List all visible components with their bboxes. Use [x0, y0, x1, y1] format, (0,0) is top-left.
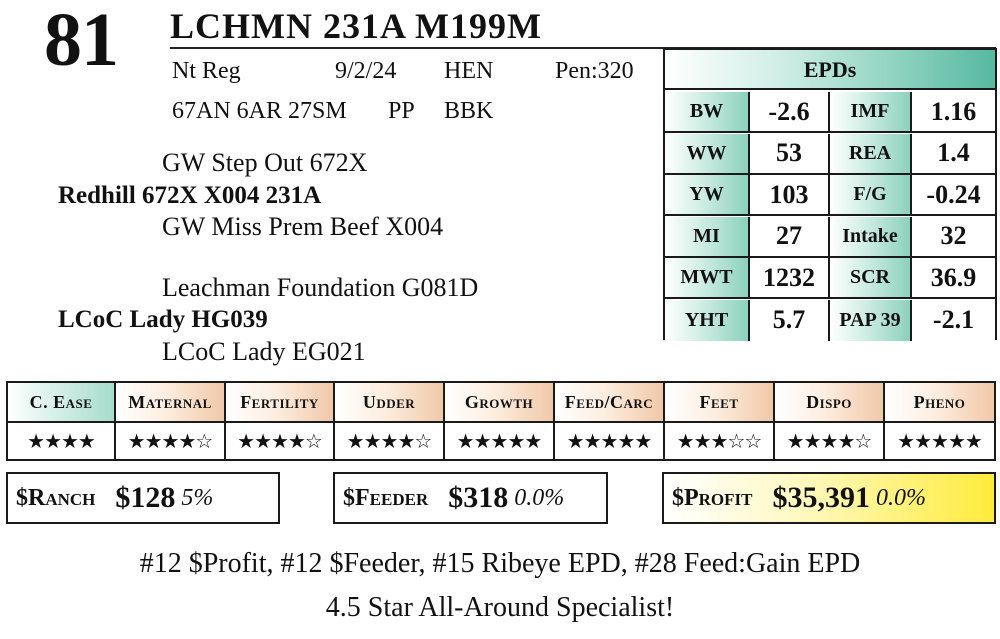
registration-status: Nt Reg — [172, 58, 241, 84]
rating-column: Feet ★★★☆☆ — [665, 383, 775, 459]
rating-stars: ★★★★★ — [566, 429, 653, 453]
rankings-summary: #12 $Profit, #12 $Feeder, #15 Ribeye EPD… — [139, 548, 861, 579]
rating-column: Fertility ★★★★☆ — [226, 383, 335, 459]
rating-column: Feed/Carc ★★★★★ — [555, 383, 665, 459]
rating-stars: ★★★★☆ — [346, 429, 433, 453]
epd-trait-value: 27 — [750, 216, 830, 256]
rating-column: Dispo ★★★★☆ — [775, 383, 885, 459]
birth-date: 9/2/24 — [335, 58, 397, 84]
rating-label: Feed/Carc — [555, 383, 663, 423]
feeder-index-percentile: 0.0% — [514, 484, 565, 511]
specialist-tagline: 4.5 Star All-Around Specialist! — [325, 592, 675, 623]
trait-ratings: C. Ease ★★★★ Maternal ★★★★☆ Fertility ★★★★☆ Ud… — [6, 381, 996, 461]
breed-composition: 67AN 6AR 27SM — [172, 98, 347, 124]
rating-label: Feet — [665, 383, 773, 423]
pen-number: Pen:320 — [555, 58, 634, 84]
epd-trait-value: 1232 — [750, 258, 830, 297]
epd-trait-value: 32 — [912, 216, 995, 256]
epd-trait-value: -0.24 — [912, 175, 995, 214]
epd-row: MI 27 Intake 32 — [665, 216, 995, 258]
rating-stars: ★★★★★ — [456, 429, 543, 453]
pedigree-dam-dam: LCoC Lady EG021 — [162, 337, 366, 366]
rating-label: Udder — [335, 383, 443, 423]
feeder-index-label: $Feeder — [343, 484, 429, 511]
ranch-index-percentile: 5% — [181, 484, 214, 511]
breed-code: HEN — [444, 58, 494, 84]
feeder-index-value: $318 — [448, 481, 509, 514]
epd-trait-label: MI — [665, 216, 750, 256]
rating-stars: ★★★☆☆ — [676, 429, 763, 453]
epd-trait-label: MWT — [665, 258, 750, 297]
rating-label: Dispo — [775, 383, 883, 423]
rating-stars: ★★★★☆ — [786, 429, 873, 453]
ranch-index-box: $Ranch $128 5% — [6, 472, 280, 524]
feeder-index-box: $Feeder $318 0.0% — [333, 472, 608, 524]
epd-trait-value: 1.16 — [912, 92, 995, 131]
epd-row: YW 103 F/G -0.24 — [665, 175, 995, 216]
rating-column: Growth ★★★★★ — [445, 383, 555, 459]
profit-index-percentile: 0.0% — [876, 484, 926, 511]
rating-column: Pheno ★★★★★ — [885, 383, 994, 459]
rating-stars: ★★★★ — [27, 429, 96, 453]
pedigree-sire: Redhill 672X X004 231A — [58, 182, 322, 209]
epd-row: WW 53 REA 1.4 — [665, 133, 995, 175]
animal-name: LCHMN 231A M199M — [170, 6, 542, 46]
epd-table-title: EPDs — [665, 50, 995, 90]
rating-label: C. Ease — [8, 383, 114, 423]
epd-trait-value: 5.7 — [750, 299, 830, 341]
epd-trait-label: Intake — [830, 216, 912, 256]
rating-stars: ★★★★★ — [897, 429, 983, 453]
profit-index-label: $Profit — [672, 484, 753, 511]
rating-stars: ★★★★☆ — [127, 429, 214, 453]
pedigree-dam: LCoC Lady HG039 — [58, 306, 268, 333]
pedigree-dam-sire: Leachman Foundation G081D — [162, 273, 479, 302]
rating-column: Udder ★★★★☆ — [335, 383, 445, 459]
ranch-index-label: $Ranch — [16, 484, 96, 511]
epd-trait-value: -2.1 — [912, 299, 995, 341]
epd-trait-label: REA — [830, 133, 912, 173]
epd-trait-label: F/G — [830, 175, 912, 214]
epd-row: YHT 5.7 PAP 39 -2.1 — [665, 299, 995, 341]
epd-row: MWT 1232 SCR 36.9 — [665, 258, 995, 299]
epd-trait-label: YHT — [665, 299, 750, 341]
ranch-index-value: $128 — [115, 481, 176, 514]
rating-label: Pheno — [885, 383, 994, 423]
lot-number: 81 — [44, 0, 119, 82]
epd-trait-label: BW — [665, 92, 750, 131]
epd-trait-label: SCR — [830, 258, 912, 297]
rating-label: Maternal — [116, 383, 224, 423]
rating-column: Maternal ★★★★☆ — [116, 383, 226, 459]
coat-color: BBK — [444, 98, 494, 124]
profit-index-box: $Profit $35,391 0.0% — [662, 472, 996, 524]
rating-label: Growth — [445, 383, 553, 423]
epd-trait-value: -2.6 — [750, 92, 830, 131]
epd-trait-label: IMF — [830, 92, 912, 131]
epd-row: BW -2.6 IMF 1.16 — [665, 92, 995, 133]
epd-trait-label: PAP 39 — [830, 299, 912, 341]
profit-index-value: $35,391 — [772, 481, 871, 514]
title-divider — [170, 47, 996, 49]
epd-trait-label: WW — [665, 133, 750, 173]
epd-trait-label: YW — [665, 175, 750, 214]
rating-stars: ★★★★☆ — [237, 429, 323, 453]
rating-column: C. Ease ★★★★ — [8, 383, 116, 459]
pedigree-sire-sire: GW Step Out 672X — [162, 148, 368, 177]
pedigree-sire-dam: GW Miss Prem Beef X004 — [162, 212, 444, 241]
epd-trait-value: 103 — [750, 175, 830, 214]
polled-status: PP — [388, 98, 415, 124]
epd-trait-value: 1.4 — [912, 133, 995, 173]
epd-trait-value: 36.9 — [912, 258, 995, 297]
rating-label: Fertility — [226, 383, 333, 423]
epd-table: EPDs BW -2.6 IMF 1.16 WW 53 REA 1.4 YW 103 F/G -0.2… — [663, 48, 997, 341]
epd-trait-value: 53 — [750, 133, 830, 173]
